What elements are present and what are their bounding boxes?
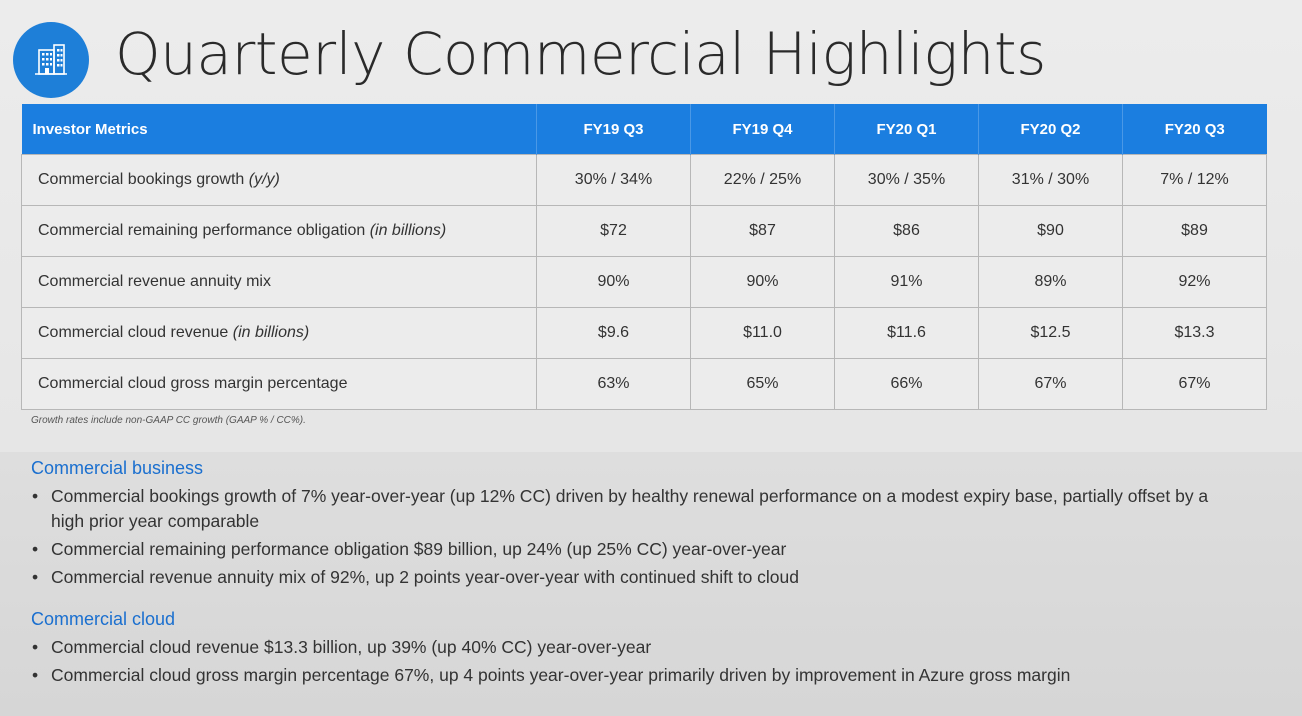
header-cell: FY20 Q2 <box>978 104 1123 155</box>
table-row: Commercial revenue annuity mix 90% 90% 9… <box>21 256 1267 308</box>
row-label-qualifier: (y/y) <box>248 171 280 188</box>
table-cell: 30% / 34% <box>536 154 691 206</box>
row-label: Commercial revenue annuity mix <box>21 256 537 308</box>
table-cell: $87 <box>690 205 835 257</box>
table-cell: 67% <box>1122 358 1267 410</box>
table-cell: $13.3 <box>1122 307 1267 359</box>
row-label: Commercial cloud gross margin percentage <box>21 358 537 410</box>
investor-metrics-table: Investor Metrics FY19 Q3 FY19 Q4 FY20 Q1… <box>21 104 1267 410</box>
office-building-icon-glyph <box>35 44 67 75</box>
table-cell: 90% <box>536 256 691 308</box>
table-cell: 22% / 25% <box>690 154 835 206</box>
table-cell: $89 <box>1122 205 1267 257</box>
table-header-row: Investor Metrics FY19 Q3 FY19 Q4 FY20 Q1… <box>21 104 1267 155</box>
bullet-item: Commercial cloud revenue $13.3 billion, … <box>31 635 1241 660</box>
bullet-item: Commercial cloud gross margin percentage… <box>31 663 1241 688</box>
table-cell: $86 <box>834 205 979 257</box>
table-cell: $11.6 <box>834 307 979 359</box>
table-cell: 66% <box>834 358 979 410</box>
section-heading-commercial-business: Commercial business <box>31 458 204 478</box>
section-heading-commercial-cloud: Commercial cloud <box>31 609 176 629</box>
table-cell: $72 <box>536 205 691 257</box>
table-cell: 7% / 12% <box>1122 154 1267 206</box>
header-cell: Investor Metrics <box>21 104 537 155</box>
commercial-business-bullets: Commercial bookings growth of 7% year-ov… <box>31 484 1241 593</box>
header-cell: FY19 Q4 <box>690 104 835 155</box>
table-cell: 31% / 30% <box>978 154 1123 206</box>
row-label: Commercial cloud revenue (in billions) <box>21 307 537 359</box>
footnote: Growth rates include non-GAAP CC growth … <box>31 415 306 426</box>
header-cell: FY19 Q3 <box>536 104 691 155</box>
table-cell: $9.6 <box>536 307 691 359</box>
row-label-qualifier: (in billions) <box>369 222 447 239</box>
row-label: Commercial bookings growth (y/y) <box>21 154 537 206</box>
row-label-text: Commercial revenue annuity mix <box>38 273 271 290</box>
table-row: Commercial cloud revenue (in billions) $… <box>21 307 1267 359</box>
bullet-item: Commercial bookings growth of 7% year-ov… <box>31 484 1241 534</box>
header-cell: FY20 Q3 <box>1122 104 1267 155</box>
table-cell: 91% <box>834 256 979 308</box>
page-title: Quarterly Commercial Highlights <box>115 20 1046 88</box>
table-cell: 92% <box>1122 256 1267 308</box>
table-cell: 65% <box>690 358 835 410</box>
table-row: Commercial cloud gross margin percentage… <box>21 358 1267 410</box>
header-cell: FY20 Q1 <box>834 104 979 155</box>
row-label-text: Commercial bookings growth <box>38 171 249 188</box>
row-label: Commercial remaining performance obligat… <box>21 205 537 257</box>
table-cell: 30% / 35% <box>834 154 979 206</box>
table-cell: 67% <box>978 358 1123 410</box>
table-row: Commercial remaining performance obligat… <box>21 205 1267 257</box>
row-label-qualifier: (in billions) <box>232 324 310 341</box>
table-cell: $11.0 <box>690 307 835 359</box>
bullet-item: Commercial revenue annuity mix of 92%, u… <box>31 565 1241 590</box>
table-cell: $12.5 <box>978 307 1123 359</box>
table-cell: 89% <box>978 256 1123 308</box>
row-label-text: Commercial cloud revenue <box>38 324 233 341</box>
row-label-text: Commercial remaining performance obligat… <box>38 222 370 239</box>
office-building-icon <box>13 22 89 98</box>
table-cell: 63% <box>536 358 691 410</box>
bullet-item: Commercial remaining performance obligat… <box>31 537 1241 562</box>
table-cell: $90 <box>978 205 1123 257</box>
row-label-text: Commercial cloud gross margin percentage <box>38 375 348 392</box>
table-row: Commercial bookings growth (y/y) 30% / 3… <box>21 154 1267 206</box>
table-cell: 90% <box>690 256 835 308</box>
commercial-cloud-bullets: Commercial cloud revenue $13.3 billion, … <box>31 635 1241 691</box>
